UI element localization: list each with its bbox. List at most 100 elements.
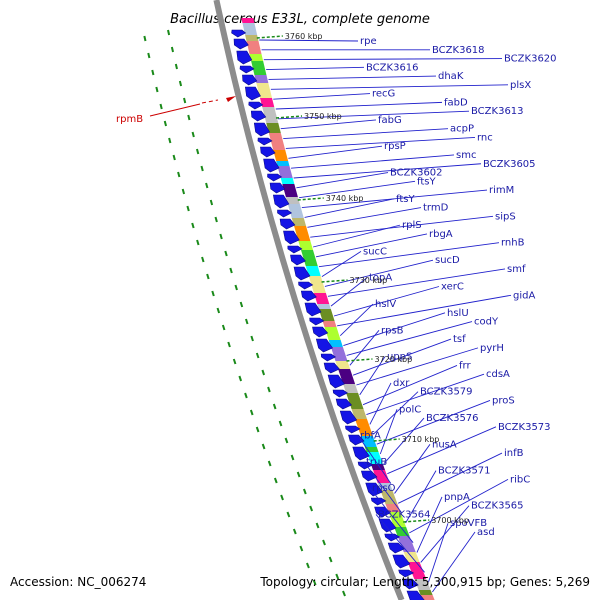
cog-segment — [242, 23, 258, 35]
gene-label: tsf — [453, 334, 466, 345]
gene-label: sucC — [363, 246, 387, 257]
leader-line — [301, 189, 488, 209]
cog-segment — [418, 590, 433, 595]
gc-dot — [191, 222, 195, 229]
cog-segment — [397, 536, 416, 552]
leader-line — [428, 523, 449, 583]
gene-label: frr — [459, 360, 471, 371]
gene-label: BCZK3602 — [390, 168, 443, 179]
cog-segment — [305, 266, 321, 276]
gc-dot — [273, 477, 278, 484]
gc-dot — [219, 233, 223, 240]
gene-label: hslV — [375, 299, 396, 310]
gene-arrow — [242, 74, 258, 86]
gc-dot — [143, 35, 147, 42]
gc-dot — [159, 103, 163, 110]
leader-line — [346, 321, 473, 356]
gc-dot — [249, 409, 254, 416]
leader-line — [405, 470, 437, 524]
gc-dot — [178, 80, 183, 87]
gc-dot — [200, 165, 204, 172]
gc-dot — [255, 426, 260, 433]
gc-dot — [186, 205, 190, 212]
gene-label: BCZK3616 — [366, 62, 419, 73]
gene-label: topA — [369, 273, 392, 284]
gc-dotted-ring-layer — [143, 29, 346, 597]
leader-line — [376, 400, 491, 445]
cog-segment — [249, 54, 264, 61]
gene-arrow — [327, 374, 345, 389]
cog-segment — [266, 123, 281, 133]
gc-dot — [216, 307, 221, 314]
cog-segment — [322, 321, 337, 327]
gene-label: rnc — [477, 132, 493, 143]
gene-label: BCZK3564 — [378, 509, 431, 520]
gc-dot — [306, 562, 310, 569]
gene-label: recG — [372, 89, 395, 100]
leader-line — [363, 461, 403, 514]
leader-line — [278, 110, 470, 120]
gene-label: ftsY — [396, 194, 415, 205]
cog-segment — [262, 107, 279, 123]
leader-line — [330, 277, 368, 307]
gc-dot — [170, 46, 174, 53]
gene-label: gidA — [513, 290, 535, 301]
gene-arrow — [267, 173, 283, 182]
gene-label: rbgA — [429, 229, 453, 240]
gene-label: BCZK3571 — [438, 466, 491, 477]
gc-dot — [280, 494, 284, 501]
cog-segment — [338, 369, 356, 384]
gc-dot — [211, 290, 215, 297]
kbp-label: 3740 kbp — [326, 194, 364, 203]
leader-line — [416, 496, 443, 553]
gene-label: fabD — [444, 97, 468, 108]
gene-arrow — [335, 398, 353, 410]
highlight-label: rpmB — [116, 114, 143, 125]
leader-line — [285, 136, 476, 149]
gc-dot — [163, 120, 167, 127]
gene-label: rpsB — [381, 325, 404, 336]
gene-arrow — [357, 461, 374, 470]
gene-label: dhaK — [438, 71, 464, 82]
highlight-arrowhead — [226, 96, 236, 102]
gc-dot — [238, 375, 243, 382]
gene-arrow — [323, 362, 340, 374]
gene-arrow — [339, 410, 358, 425]
genome-summary-text: Topology: circular; Length: 5,300,915 bp… — [259, 575, 590, 589]
gc-dot — [221, 324, 226, 331]
gene-arrow — [312, 326, 329, 338]
kbp-tick — [297, 197, 324, 201]
gc-dot — [172, 154, 176, 161]
accession-text: Accession: NC_006274 — [10, 575, 146, 589]
gc-dot — [328, 556, 333, 563]
cog-segment — [254, 75, 269, 83]
gc-dot — [290, 454, 295, 461]
cog-segment — [287, 204, 304, 218]
leader-line — [359, 356, 386, 396]
cog-segment — [301, 250, 318, 266]
gene-arrow — [263, 158, 280, 173]
gene-label: BCZK3620 — [504, 54, 557, 65]
cog-segment — [370, 464, 386, 470]
leader-line — [266, 66, 365, 71]
gc-dot — [286, 511, 291, 518]
gene-label: rpsP — [384, 141, 406, 152]
leader-line — [283, 128, 449, 140]
gene-arrow — [384, 533, 401, 542]
gene-arrow — [283, 230, 300, 245]
gene-arrow — [398, 569, 415, 578]
gene-arrow — [231, 29, 247, 38]
gene-label: xerC — [441, 282, 464, 293]
cog-segment — [318, 309, 335, 321]
cog-segment — [330, 347, 348, 361]
gene-label: rpsO — [372, 483, 396, 494]
leader-line — [296, 172, 389, 189]
gc-dot — [196, 148, 200, 155]
gc-dot — [278, 420, 283, 427]
leader-line — [387, 426, 497, 475]
gene-arrow — [244, 86, 261, 101]
gc-dot — [272, 403, 277, 410]
gene-arrow — [272, 194, 290, 209]
leader-line — [259, 39, 359, 42]
gene-label: rpe — [360, 36, 377, 47]
